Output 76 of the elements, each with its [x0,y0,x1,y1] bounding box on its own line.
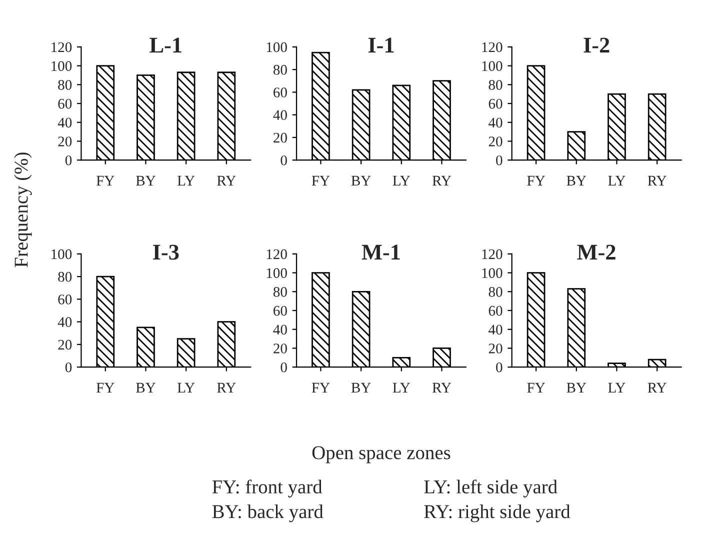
x-tick-label: LY [608,176,626,186]
y-tick-label: 80 [273,287,287,297]
y-tick-label: 0 [65,155,72,166]
x-tick-label: RY [432,382,452,392]
x-axis-title: Open space zones [312,446,450,464]
y-tick-label: 0 [496,155,502,166]
y-tick-label: 20 [488,344,502,354]
text: FY: front yard [212,480,322,498]
y-tick-label: 80 [58,80,72,90]
y-tick-label: 20 [58,340,72,350]
y-tick-label: 20 [58,136,72,146]
x-tick-label: BY [136,176,156,186]
x-tick-label: LY [178,176,195,186]
chart-title: M-1 [362,244,400,260]
y-tick-label: 60 [274,306,287,316]
y-tick-label: 0 [496,362,502,372]
y-tick-label: 100 [52,249,72,260]
y-tick-label: 120 [482,42,502,52]
x-tick-label: BY [566,382,586,393]
y-tick-label: 60 [488,98,502,109]
x-tick-label: BY [566,176,586,186]
y-tick-label: 80 [273,64,287,75]
chart-title: I-3 [153,244,179,260]
y-tick-label: 100 [52,61,72,71]
y-tick-label: 120 [482,249,502,260]
chart-title: L-1 [150,38,182,52]
x-tick-label: LY [392,176,410,186]
y-tick-label: 80 [488,287,502,297]
x-tick-label: BY [351,176,371,186]
text: LY: left side yard [424,480,558,498]
x-tick-label: FY [527,176,546,186]
y-tick-label: 60 [274,88,287,98]
x-tick-label: RY [648,382,666,392]
x-tick-label: BY [351,382,371,393]
y-tick-label: 40 [58,317,72,328]
y-tick-label: 40 [488,118,502,128]
y-tick-label: 120 [266,249,287,260]
y-tick-label: 100 [266,268,287,278]
text: RY: right side yard [424,504,570,522]
x-tick-label: RY [217,176,236,186]
y-tick-label: 60 [58,98,72,109]
y-tick-label: 40 [488,324,502,335]
y-tick-label: 40 [273,110,287,120]
x-tick-label: LY [392,382,410,392]
x-tick-label: LY [178,382,195,392]
y-tick-label: 120 [52,42,72,52]
y-tick-label: 40 [58,118,72,128]
y-tick-label: 40 [273,324,287,335]
y-tick-label: 80 [488,80,502,90]
y-tick-label: 100 [266,42,287,52]
x-tick-label: RY [432,176,452,186]
y-tick-label: 80 [58,272,72,282]
x-tick-label: FY [312,176,330,186]
x-tick-label: FY [96,382,114,392]
y-tick-label: 100 [482,268,502,278]
x-tick-label: FY [96,176,114,186]
y-tick-label: 0 [280,155,287,166]
chart-title: I-1 [368,38,394,52]
y-tick-label: 100 [482,61,502,71]
chart-title: I-2 [584,38,610,52]
x-tick-label: RY [648,176,666,186]
y-tick-label: 20 [274,132,287,143]
chart-title: M-2 [577,244,616,260]
y-axis-title: Frequency (%) [14,152,32,268]
x-tick-label: LY [608,382,626,392]
x-tick-label: FY [527,382,546,392]
y-tick-label: 60 [58,294,72,304]
y-tick-label: 0 [65,362,72,372]
y-tick-label: 20 [488,136,502,146]
x-tick-label: RY [217,382,236,392]
text: BY: back yard [212,504,324,522]
y-tick-label: 60 [488,306,502,316]
y-tick-label: 0 [280,362,287,372]
x-tick-label: BY [136,382,156,393]
x-tick-label: FY [312,382,330,392]
y-tick-label: 20 [274,344,287,354]
